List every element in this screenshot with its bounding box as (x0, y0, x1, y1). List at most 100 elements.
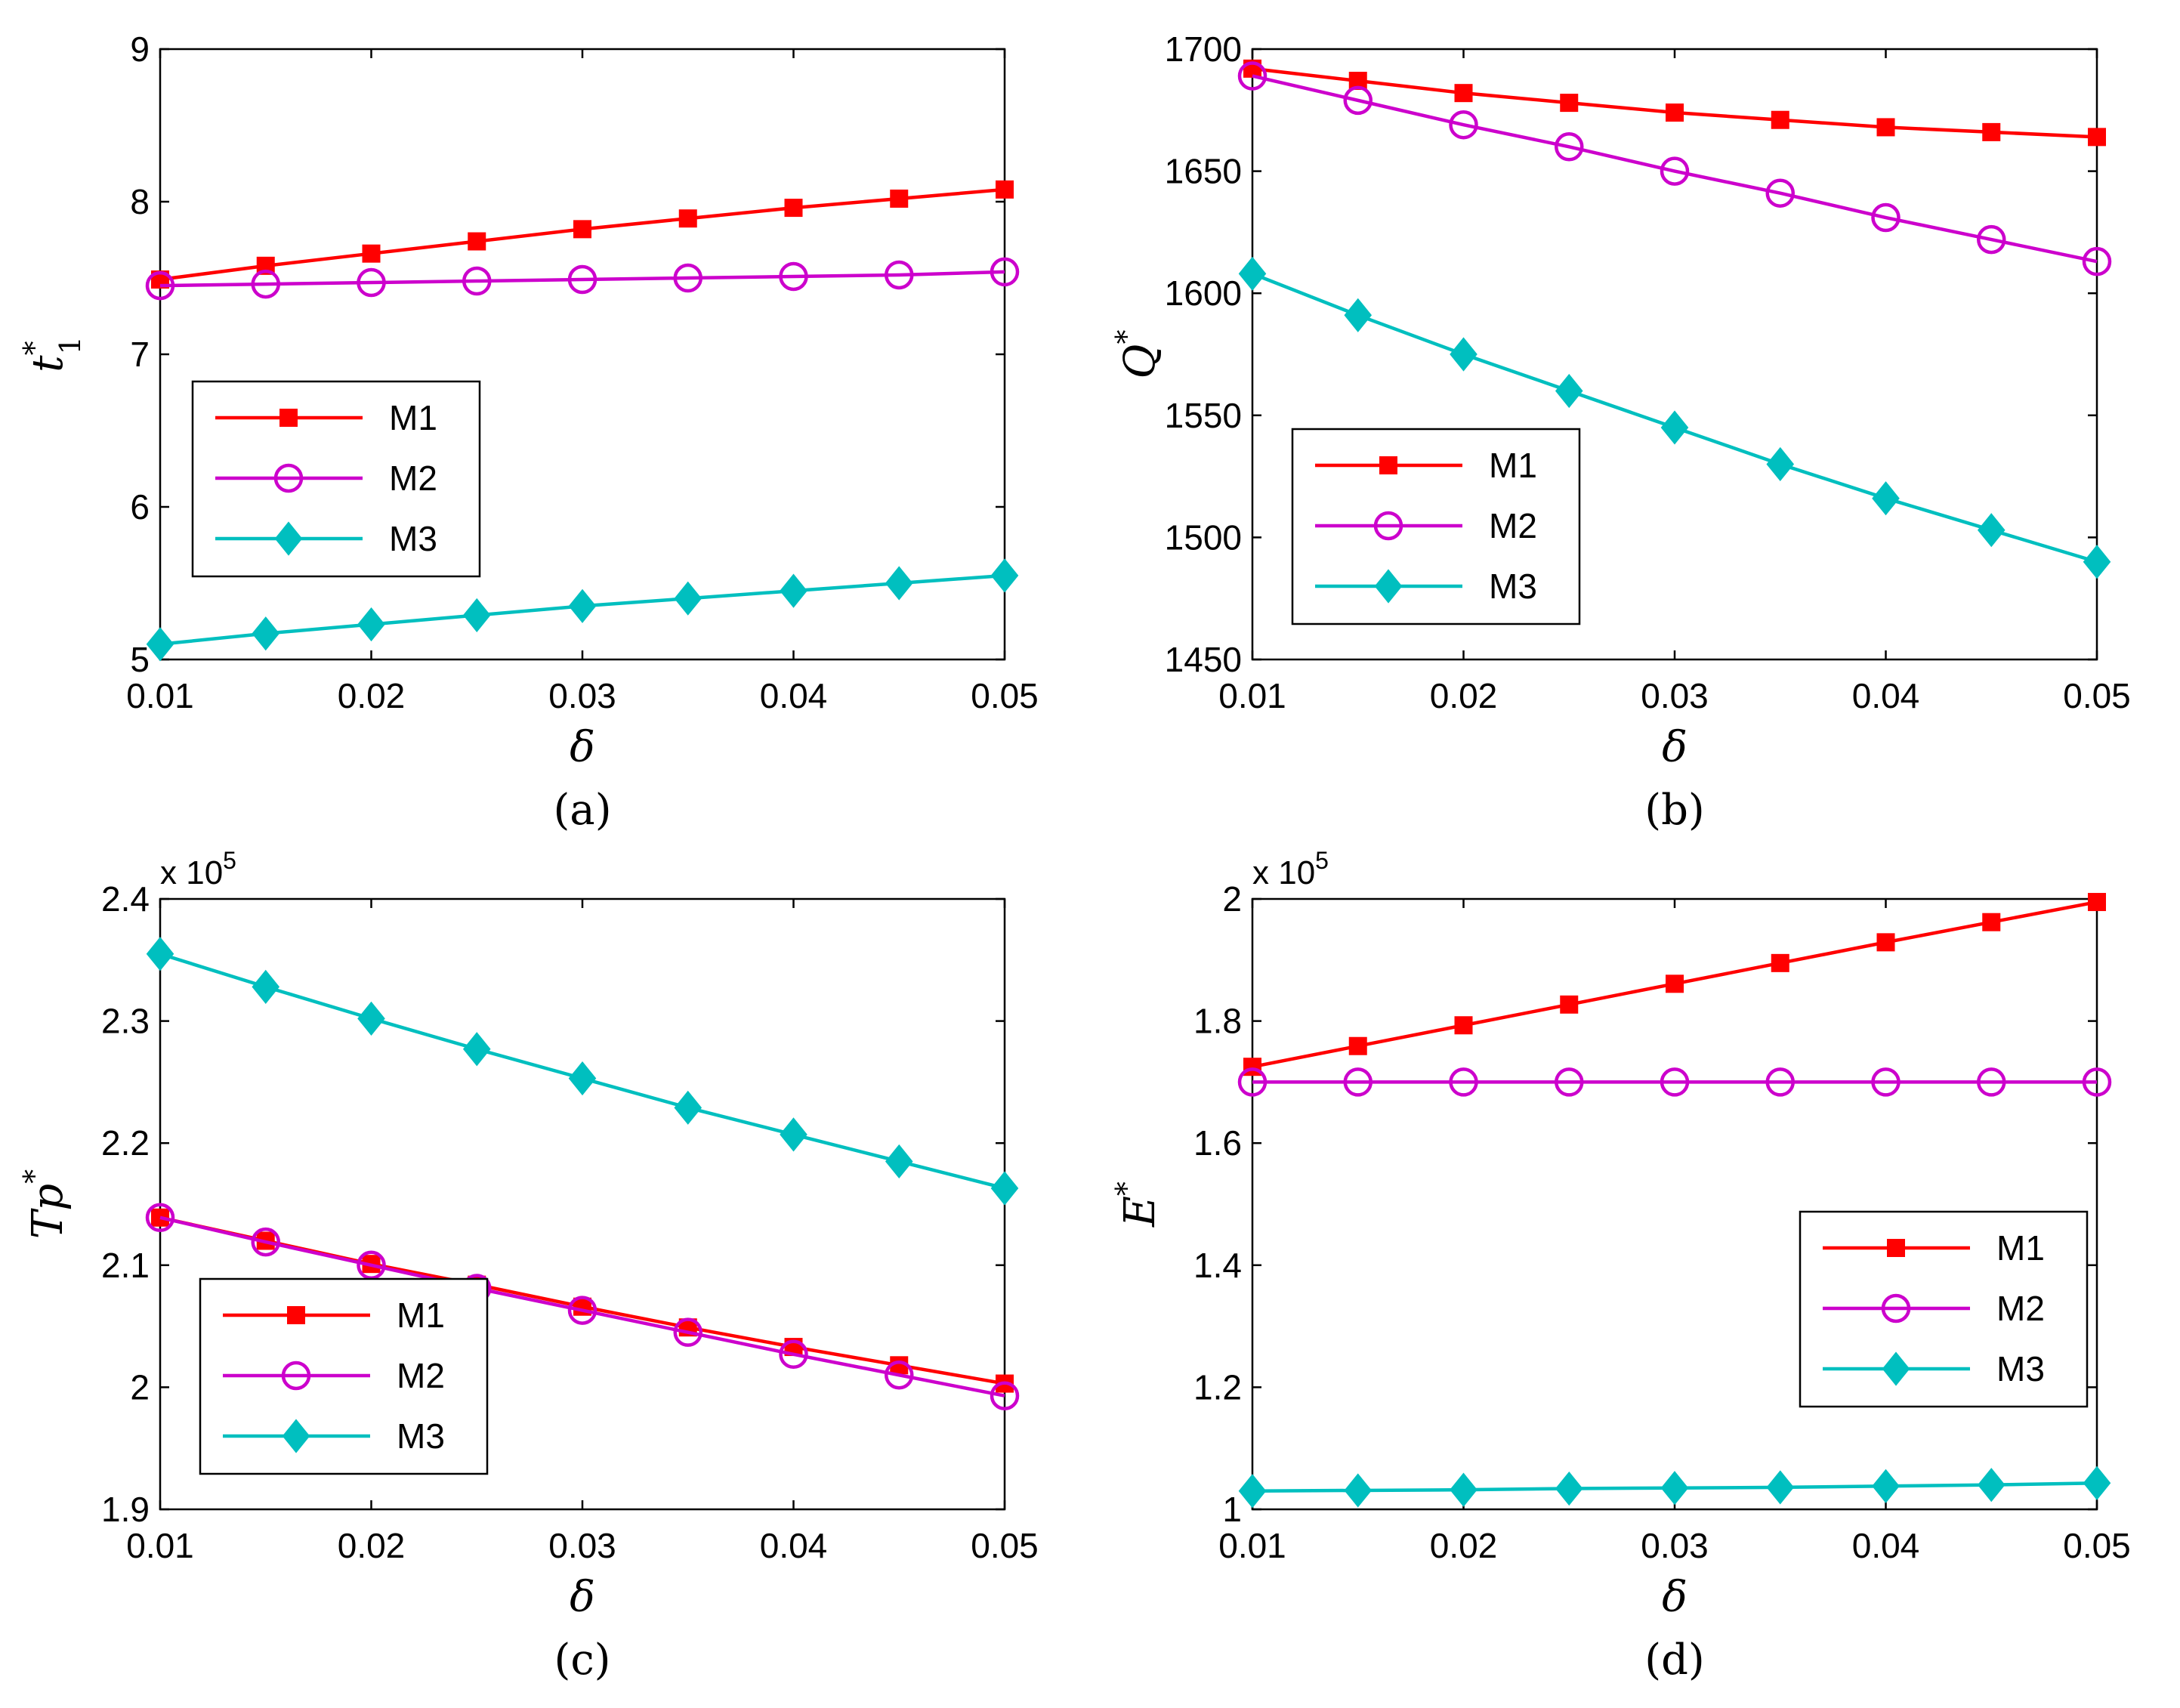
y-tick-label: 1650 (1165, 152, 1242, 191)
legend-label-M3: M3 (389, 519, 437, 558)
data-point-M2 (357, 267, 386, 298)
y-tick-label: 1 (1222, 1490, 1242, 1529)
data-point-M3 (1660, 410, 1689, 445)
y-axis-label: E* (1110, 1181, 1165, 1228)
chart-svg-c: 0.01 0.02 0.03 0.04 0.05 1.9 2 2.1 2.2 2.3 2.4x 10… (17, 847, 1039, 1685)
legend: M1 M2 M3 (1799, 1210, 2089, 1408)
x-axis-label: δ (1662, 1573, 1687, 1622)
data-point-M2 (1871, 1067, 1901, 1097)
legend-marker-M2 (273, 463, 304, 493)
data-point-M1 (1454, 1016, 1473, 1035)
x-axis-label: δ (1662, 723, 1687, 772)
x-tick-label: 0.01 (126, 1526, 194, 1565)
x-tick-label: 0.05 (2063, 676, 2131, 715)
y-tick-label: 1600 (1165, 273, 1242, 313)
series-M2 (145, 257, 1020, 301)
series-M2 (145, 1203, 1020, 1410)
panel-caption: (b) (1644, 786, 1705, 835)
series-M3 (1238, 256, 2111, 579)
legend: M1 M2 M3 (1291, 428, 1581, 625)
data-point-M1 (2088, 128, 2106, 147)
data-point-M3 (1977, 1468, 2006, 1503)
data-point-M2 (885, 1360, 914, 1390)
series-M1 (151, 180, 1014, 289)
x-tick-label: 0.04 (1852, 676, 1920, 715)
data-point-M2 (673, 1317, 702, 1347)
panel-caption: (c) (554, 1635, 610, 1685)
data-point-M3 (1872, 1469, 1900, 1503)
series-M3 (1238, 1466, 2111, 1509)
legend: M1 M2 M3 (199, 1277, 489, 1475)
y-tick-label: 2.3 (101, 1002, 150, 1041)
y-tick-label: 1.2 (1193, 1367, 1242, 1407)
data-point-M1 (1348, 1036, 1367, 1055)
y-tick-label: 8 (130, 182, 150, 221)
data-point-M1 (678, 209, 697, 228)
data-point-M1 (784, 199, 803, 218)
panel-b: 0.01 0.02 0.03 0.04 0.05 1450 1500 1550 1600 1650… (1092, 0, 2180, 850)
legend-marker-M2 (1881, 1293, 1911, 1323)
x-tick-label: 0.05 (971, 676, 1039, 715)
legend-label-M3: M3 (1996, 1349, 2045, 1388)
x-tick-label: 0.02 (338, 676, 406, 715)
data-point-M1 (256, 256, 275, 275)
data-point-M3 (1238, 1474, 1267, 1509)
data-point-M1 (362, 244, 381, 263)
legend-label-M3: M3 (1489, 567, 1537, 606)
data-point-M3 (780, 573, 807, 608)
data-point-M2 (779, 261, 808, 292)
data-point-M1 (1454, 84, 1473, 103)
data-point-M3 (252, 616, 280, 651)
data-point-M3 (357, 1001, 385, 1036)
y-tick-label: 1450 (1165, 640, 1242, 679)
data-point-M3 (252, 969, 280, 1004)
data-point-M2 (1977, 224, 2006, 255)
data-point-M2 (1449, 110, 1478, 140)
data-point-M3 (885, 1144, 913, 1179)
legend-label-M2: M2 (397, 1356, 445, 1395)
panel-d: 0.01 0.02 0.03 0.04 0.05 1 1.2 1.4 1.6 1.8 2 x 105 δ… (1092, 847, 2180, 1700)
legend-marker-M1 (279, 409, 298, 427)
data-point-M2 (990, 257, 1020, 287)
data-point-M3 (462, 1032, 491, 1067)
data-point-M2 (2082, 246, 2112, 276)
axis-exponent: x 105 (160, 847, 236, 891)
series-M2 (1237, 61, 2112, 276)
x-axis-label: δ (570, 723, 595, 772)
legend-marker-M2 (1373, 511, 1403, 541)
data-point-M2 (1660, 156, 1690, 186)
data-point-M3 (146, 627, 174, 662)
data-point-M2 (145, 1203, 175, 1233)
data-point-M3 (1660, 1471, 1689, 1506)
data-point-M2 (990, 1381, 1020, 1410)
data-point-M2 (1343, 1067, 1373, 1097)
data-point-M1 (1666, 974, 1684, 993)
data-point-M3 (2083, 1466, 2111, 1500)
data-point-M2 (567, 1296, 597, 1325)
data-point-M2 (1237, 1067, 1268, 1097)
panel-a: 0.01 0.02 0.03 0.04 0.05 5 6 7 8 9 δ t* 1 (a) M1 M2 M3 (0, 0, 1088, 850)
legend-marker-M1 (1379, 456, 1397, 474)
data-point-M2 (885, 260, 914, 290)
legend-marker-M3 (1882, 1351, 1910, 1386)
x-axis-label: δ (570, 1573, 595, 1622)
series-line-M2 (159, 270, 1005, 288)
data-point-M3 (357, 607, 385, 642)
data-point-M1 (1982, 913, 2001, 931)
data-point-M3 (674, 1090, 702, 1125)
data-point-M3 (1450, 1472, 1478, 1507)
x-tick-label: 0.01 (1218, 1526, 1286, 1565)
chart-svg-d: 0.01 0.02 0.03 0.04 0.05 1 1.2 1.4 1.6 1.8 2x 105 δ… (1110, 847, 2131, 1685)
series-line-M2 (159, 1215, 1005, 1398)
series-M3 (146, 558, 1019, 662)
data-point-M2 (1555, 1067, 1584, 1097)
series-M3 (146, 937, 1019, 1206)
legend-label-M1: M1 (1996, 1228, 2045, 1268)
plot-area (1251, 897, 2098, 1511)
data-point-M3 (1344, 298, 1373, 332)
legend-label-M1: M1 (1489, 446, 1537, 485)
legend-label-M2: M2 (1489, 506, 1537, 545)
y-tick-label: 1550 (1165, 396, 1242, 435)
data-point-M1 (1560, 94, 1579, 113)
